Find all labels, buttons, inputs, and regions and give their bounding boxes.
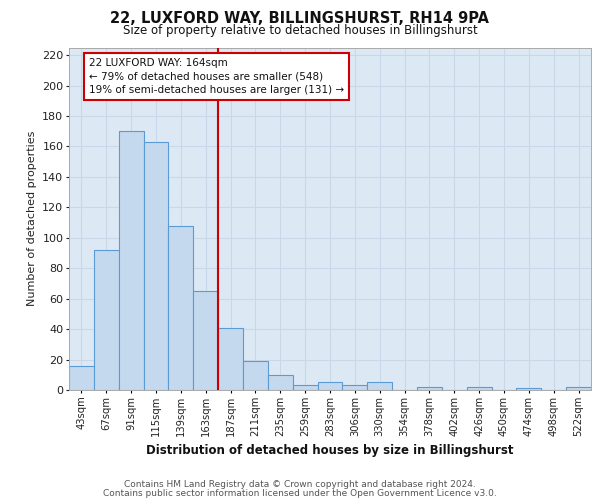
Text: 22, LUXFORD WAY, BILLINGSHURST, RH14 9PA: 22, LUXFORD WAY, BILLINGSHURST, RH14 9PA xyxy=(110,11,490,26)
Bar xyxy=(243,361,268,390)
Text: 22 LUXFORD WAY: 164sqm
← 79% of detached houses are smaller (548)
19% of semi-de: 22 LUXFORD WAY: 164sqm ← 79% of detached… xyxy=(89,58,344,94)
Bar xyxy=(119,131,143,390)
X-axis label: Distribution of detached houses by size in Billingshurst: Distribution of detached houses by size … xyxy=(146,444,514,458)
Bar xyxy=(367,382,392,390)
Bar xyxy=(317,382,343,390)
Text: Contains public sector information licensed under the Open Government Licence v3: Contains public sector information licen… xyxy=(103,488,497,498)
Bar xyxy=(293,386,317,390)
Bar xyxy=(517,388,541,390)
Bar xyxy=(417,387,442,390)
Text: Size of property relative to detached houses in Billingshurst: Size of property relative to detached ho… xyxy=(122,24,478,37)
Y-axis label: Number of detached properties: Number of detached properties xyxy=(26,131,37,306)
Bar xyxy=(467,387,491,390)
Bar xyxy=(566,387,591,390)
Bar xyxy=(218,328,243,390)
Bar xyxy=(193,291,218,390)
Bar xyxy=(94,250,119,390)
Bar xyxy=(143,142,169,390)
Bar xyxy=(169,226,193,390)
Bar xyxy=(268,375,293,390)
Bar xyxy=(343,386,367,390)
Bar xyxy=(69,366,94,390)
Text: Contains HM Land Registry data © Crown copyright and database right 2024.: Contains HM Land Registry data © Crown c… xyxy=(124,480,476,489)
